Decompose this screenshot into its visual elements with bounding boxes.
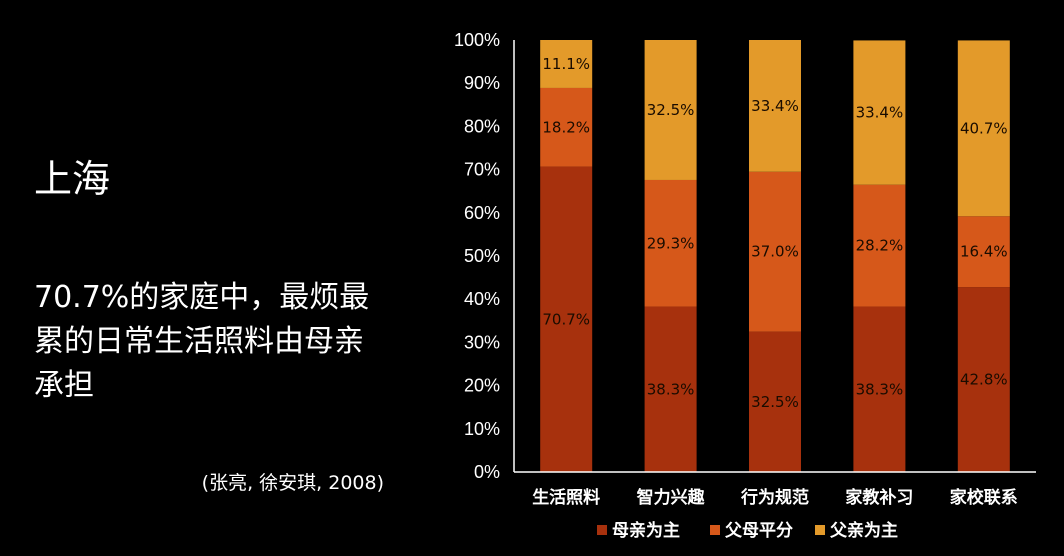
bar-segment <box>749 40 801 172</box>
bar-segment <box>853 40 906 185</box>
legend-swatch <box>815 525 825 535</box>
bar-segment <box>749 171 801 332</box>
data-label: 40.7% <box>960 119 1008 137</box>
bar-segment <box>957 216 1010 288</box>
bar-segment <box>957 287 1010 472</box>
y-tick-label: 60% <box>464 203 500 223</box>
bar-segment <box>957 40 1010 217</box>
data-label: 18.2% <box>542 118 590 136</box>
data-label: 28.2% <box>856 237 904 255</box>
legend-label: 母亲为主 <box>612 520 680 541</box>
bar-segment <box>853 306 906 472</box>
slide-title: 上海 <box>34 157 111 201</box>
legend-swatch <box>597 525 607 535</box>
y-tick-label: 10% <box>464 419 500 439</box>
legend-label: 父亲为主 <box>829 520 898 541</box>
data-label: 33.4% <box>751 97 799 115</box>
y-tick-label: 70% <box>464 160 500 180</box>
x-category-label: 生活照料 <box>532 487 600 508</box>
y-tick-label: 20% <box>464 376 500 396</box>
y-tick-label: 0% <box>474 462 500 482</box>
bar-segment <box>540 40 593 88</box>
bar-segment <box>644 306 697 472</box>
data-label: 32.5% <box>751 393 799 411</box>
data-label: 33.4% <box>856 104 904 122</box>
bar-segment <box>644 179 697 307</box>
x-category-label: 家校联系 <box>950 487 1018 508</box>
data-label: 32.5% <box>647 101 695 119</box>
data-label: 11.1% <box>542 55 590 73</box>
data-label: 38.3% <box>856 380 904 398</box>
x-category-label: 行为规范 <box>740 487 809 508</box>
y-tick-label: 90% <box>464 73 500 93</box>
data-label: 42.8% <box>960 371 1008 389</box>
bar-segment <box>749 331 801 472</box>
x-category-label: 智力兴趣 <box>637 487 706 508</box>
data-label: 38.3% <box>647 380 695 398</box>
data-label: 16.4% <box>960 243 1008 261</box>
bar-segment <box>853 184 906 307</box>
y-tick-label: 30% <box>464 332 500 352</box>
data-label: 70.7% <box>542 310 590 328</box>
data-label: 29.3% <box>647 234 695 252</box>
citation: (张亮, 徐安琪, 2008) <box>201 472 384 494</box>
data-label: 37.0% <box>751 243 799 261</box>
y-tick-label: 50% <box>464 246 500 266</box>
bar-segment <box>540 166 593 473</box>
bar-segment <box>644 40 697 180</box>
y-tick-label: 40% <box>464 289 500 309</box>
y-tick-label: 100% <box>454 30 500 50</box>
legend-swatch <box>710 525 720 535</box>
y-tick-label: 80% <box>464 116 500 136</box>
slide-body-text: 70.7%的家庭中，最烦最累的日常生活照料由母亲承担 <box>34 280 370 403</box>
bar-segment <box>540 87 593 167</box>
legend-label: 父母平分 <box>724 521 793 541</box>
x-category-label: 家教补习 <box>845 487 913 508</box>
